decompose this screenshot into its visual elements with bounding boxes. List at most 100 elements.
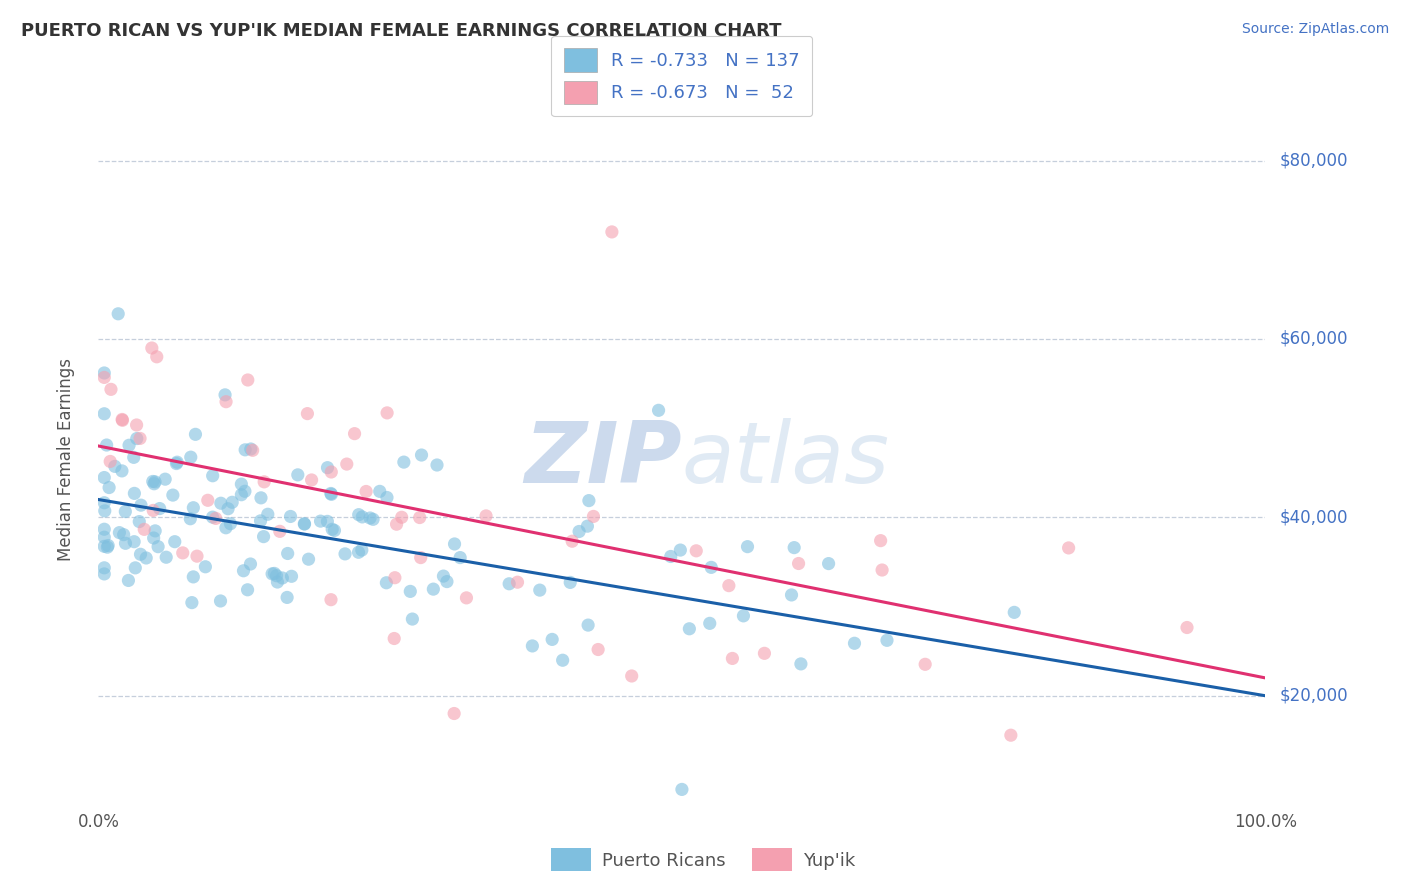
Point: [391, 510, 413, 524]
Point: [292, 516, 315, 531]
Point: [128, 515, 150, 529]
Point: [181, 570, 204, 584]
Point: [287, 467, 309, 482]
Point: [685, 543, 707, 558]
Point: [236, 373, 259, 387]
Text: ZIP: ZIP: [524, 417, 682, 501]
Point: [678, 622, 700, 636]
Point: [385, 517, 408, 532]
Point: [647, 403, 669, 417]
Point: [256, 508, 278, 522]
Point: [375, 406, 398, 420]
Point: [700, 560, 723, 574]
Point: [124, 486, 146, 500]
Point: [118, 438, 141, 452]
Point: [699, 616, 721, 631]
Point: [422, 582, 444, 596]
Point: [432, 569, 454, 583]
Point: [1175, 620, 1198, 634]
Point: [316, 460, 339, 475]
Point: [217, 501, 239, 516]
Point: [409, 510, 432, 524]
Text: Source: ZipAtlas.com: Source: ZipAtlas.com: [1241, 22, 1389, 37]
Point: [93, 561, 115, 575]
Point: [359, 511, 381, 525]
Point: [179, 512, 201, 526]
Point: [869, 533, 891, 548]
Point: [582, 509, 605, 524]
Point: [239, 442, 262, 456]
Point: [209, 594, 232, 608]
Point: [153, 472, 176, 486]
Point: [368, 484, 391, 499]
Point: [754, 646, 776, 660]
Point: [94, 504, 117, 518]
Point: [146, 540, 169, 554]
Point: [269, 524, 291, 539]
Point: [233, 484, 256, 499]
Point: [309, 514, 332, 528]
Point: [1002, 606, 1025, 620]
Point: [249, 514, 271, 528]
Y-axis label: Median Female Earnings: Median Female Earnings: [56, 358, 75, 561]
Point: [149, 501, 172, 516]
Text: $20,000: $20,000: [1279, 687, 1348, 705]
Point: [186, 549, 208, 564]
Text: $80,000: $80,000: [1279, 152, 1348, 169]
Point: [844, 636, 866, 650]
Point: [201, 468, 224, 483]
Point: [117, 574, 139, 588]
Point: [242, 443, 264, 458]
Point: [401, 612, 423, 626]
Point: [578, 493, 600, 508]
Point: [143, 524, 166, 538]
Point: [172, 546, 194, 560]
Point: [733, 608, 755, 623]
Point: [143, 475, 166, 489]
Point: [107, 307, 129, 321]
Point: [399, 584, 422, 599]
Point: [163, 534, 186, 549]
Point: [142, 531, 165, 545]
Legend: Puerto Ricans, Yup'ik: Puerto Ricans, Yup'ik: [544, 841, 862, 879]
Point: [560, 575, 582, 590]
Point: [361, 512, 384, 526]
Point: [262, 566, 284, 581]
Point: [93, 366, 115, 380]
Point: [276, 591, 298, 605]
Point: [576, 519, 599, 533]
Text: atlas: atlas: [682, 417, 890, 501]
Point: [568, 524, 591, 539]
Point: [142, 475, 165, 489]
Point: [96, 540, 118, 554]
Point: [209, 496, 232, 510]
Point: [620, 669, 643, 683]
Point: [277, 546, 299, 560]
Point: [586, 642, 609, 657]
Point: [111, 464, 134, 478]
Point: [783, 541, 806, 555]
Point: [122, 534, 145, 549]
Point: [343, 426, 366, 441]
Point: [737, 540, 759, 554]
Point: [215, 394, 238, 409]
Point: [475, 508, 498, 523]
Point: [252, 530, 274, 544]
Point: [93, 407, 115, 421]
Point: [280, 569, 302, 583]
Point: [271, 571, 294, 585]
Point: [219, 516, 242, 531]
Point: [333, 547, 356, 561]
Point: [263, 566, 285, 581]
Point: [184, 427, 207, 442]
Point: [142, 503, 165, 517]
Point: [280, 509, 302, 524]
Point: [561, 534, 583, 549]
Point: [319, 486, 342, 500]
Point: [870, 563, 893, 577]
Point: [384, 571, 406, 585]
Point: [717, 579, 740, 593]
Point: [135, 551, 157, 566]
Point: [253, 475, 276, 489]
Point: [409, 550, 432, 565]
